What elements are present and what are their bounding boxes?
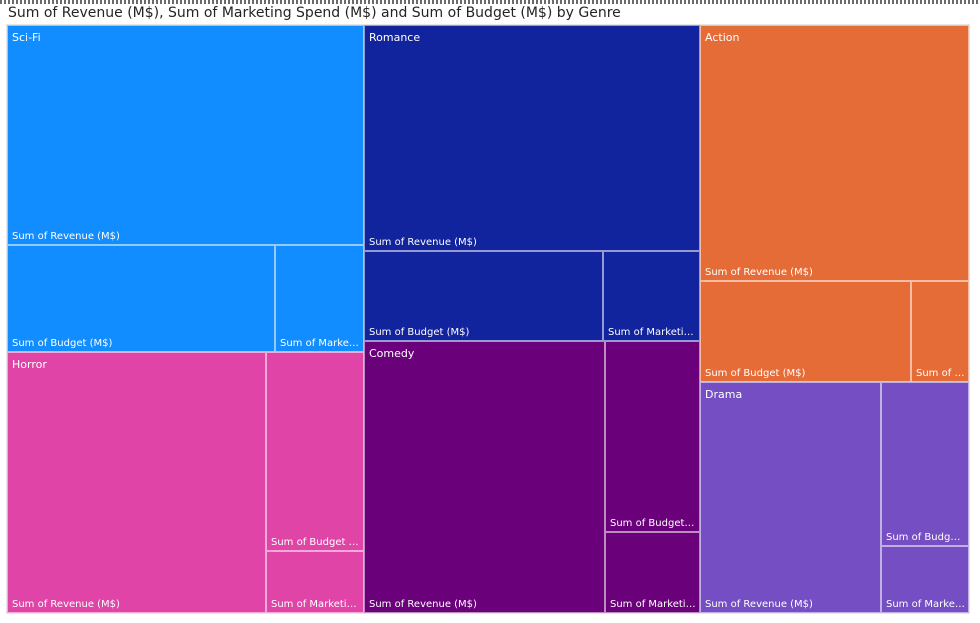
measure-label: Sum of Revenue (M$) bbox=[369, 237, 477, 248]
measure-label: Sum of Budget (M$) bbox=[705, 368, 806, 379]
measure-label: Sum of Budget (M$) bbox=[271, 537, 360, 548]
genre-label-comedy: Comedy bbox=[369, 347, 415, 360]
comedy-marketing-cell[interactable]: Sum of Marketing Spe... bbox=[605, 532, 700, 613]
measure-label: Sum of Marketing Spe... bbox=[271, 599, 360, 610]
visual-top-handle bbox=[0, 0, 980, 4]
action-budget-cell[interactable]: Sum of Budget (M$) bbox=[700, 281, 911, 382]
measure-label: Sum of Budget (M$) bbox=[610, 518, 696, 529]
measure-label: Sum of Budget (M$) bbox=[12, 338, 113, 349]
genre-label-romance: Romance bbox=[369, 31, 421, 44]
horror-marketing-cell[interactable]: Sum of Marketing Spe... bbox=[266, 551, 364, 613]
measure-label: Sum of Marketing Spe... bbox=[280, 338, 360, 349]
romance-budget-cell[interactable]: Sum of Budget (M$) bbox=[364, 251, 603, 341]
comedy-budget-cell[interactable]: Sum of Budget (M$) bbox=[605, 341, 700, 532]
genre-label-sci-fi: Sci-Fi bbox=[12, 31, 41, 44]
measure-label: Sum of Budget (M$) bbox=[369, 327, 470, 338]
measure-label: Sum of Revenue (M$) bbox=[705, 267, 813, 278]
sci-fi-budget-cell[interactable]: Sum of Budget (M$) bbox=[7, 245, 275, 352]
genre-label-action: Action bbox=[705, 31, 740, 44]
chart-title: Sum of Revenue (M$), Sum of Marketing Sp… bbox=[8, 5, 621, 21]
sci-fi-revenue-cell[interactable]: Sum of Revenue (M$) bbox=[7, 25, 364, 245]
measure-label: Sum of Marketing Spe... bbox=[608, 327, 696, 338]
measure-label: Sum of Marketing Spe... bbox=[886, 599, 965, 610]
genre-label-drama: Drama bbox=[705, 388, 743, 401]
horror-budget-cell[interactable]: Sum of Budget (M$) bbox=[266, 352, 364, 551]
measure-label: Sum of Revenue (M$) bbox=[705, 599, 813, 610]
sci-fi-marketing-cell[interactable]: Sum of Marketing Spe... bbox=[275, 245, 364, 352]
romance-revenue-cell[interactable]: Sum of Revenue (M$) bbox=[364, 25, 700, 251]
drama-marketing-cell[interactable]: Sum of Marketing Spe... bbox=[881, 546, 969, 613]
comedy-revenue-cell[interactable]: Sum of Revenue (M$) bbox=[364, 341, 605, 613]
measure-label: Sum of Marketing Spe... bbox=[916, 368, 965, 379]
measure-label: Sum of Revenue (M$) bbox=[12, 599, 120, 610]
romance-marketing-cell[interactable]: Sum of Marketing Spe... bbox=[603, 251, 700, 341]
drama-budget-cell[interactable]: Sum of Budget (M$) bbox=[881, 382, 969, 546]
drama-revenue-cell[interactable]: Sum of Revenue (M$) bbox=[700, 382, 881, 613]
measure-label: Sum of Revenue (M$) bbox=[12, 231, 120, 242]
action-revenue-cell[interactable]: Sum of Revenue (M$) bbox=[700, 25, 969, 281]
action-marketing-cell[interactable]: Sum of Marketing Spe... bbox=[911, 281, 969, 382]
measure-label: Sum of Revenue (M$) bbox=[369, 599, 477, 610]
horror-revenue-cell[interactable]: Sum of Revenue (M$) bbox=[7, 352, 266, 613]
measure-label: Sum of Marketing Spe... bbox=[610, 599, 696, 610]
measure-label: Sum of Budget (M$) bbox=[886, 532, 965, 543]
genre-label-horror: Horror bbox=[12, 358, 47, 371]
